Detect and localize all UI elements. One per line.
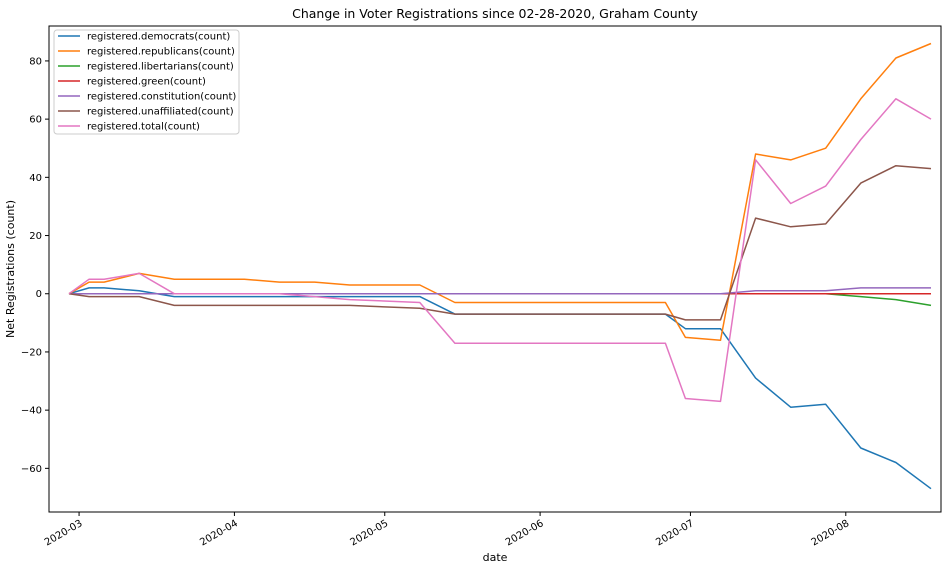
- legend-box: [53, 29, 240, 135]
- x-tick-label: 2020-08: [810, 518, 852, 548]
- legend: registered.democrats(count) registered.re…: [53, 29, 240, 135]
- x-tick-label: 2020-04: [198, 518, 240, 548]
- legend-label: registered.democrats(count): [87, 32, 230, 43]
- series-line-constitution: [69, 287, 931, 295]
- legend-label: registered.green(count): [87, 77, 206, 88]
- legend-label: registered.unaffiliated(count): [87, 107, 234, 118]
- x-tick-label: 2020-03: [43, 518, 85, 548]
- x-axis-title: date: [483, 551, 508, 564]
- series-line-libertarians: [69, 292, 932, 307]
- series-line-unaffiliated: [68, 164, 932, 321]
- y-tick-label: 0: [36, 289, 42, 300]
- series-lines: [68, 42, 932, 490]
- legend-label: registered.republicans(count): [87, 47, 235, 58]
- y-tick-label: 80: [29, 56, 42, 67]
- series-line-democrats: [68, 287, 932, 490]
- x-tick-label: 2020-05: [349, 518, 391, 548]
- y-tick-label: 40: [29, 173, 42, 184]
- y-tick-label: −60: [21, 464, 42, 475]
- y-tick-label: 20: [29, 231, 42, 242]
- y-axis: −60 −40 −20 0 20 40 60 80: [21, 56, 49, 475]
- y-tick-label: −40: [21, 406, 42, 417]
- y-axis-title: Net Registrations (count): [4, 200, 17, 338]
- y-tick-label: 60: [29, 115, 42, 126]
- y-tick-label: −20: [21, 347, 42, 358]
- legend-label: registered.total(count): [87, 122, 200, 133]
- series-line-total: [68, 98, 932, 403]
- legend-label: registered.constitution(count): [87, 92, 236, 103]
- x-axis: 2020-03 2020-04 2020-05 2020-06 2020-07 2020-…: [43, 512, 851, 548]
- x-tick-label: 2020-06: [504, 518, 546, 548]
- x-tick-label: 2020-07: [654, 518, 696, 548]
- plot-area-frame: [48, 25, 942, 513]
- legend-label: registered.libertarians(count): [87, 62, 234, 73]
- chart-title: Change in Voter Registrations since 02-2…: [292, 6, 698, 21]
